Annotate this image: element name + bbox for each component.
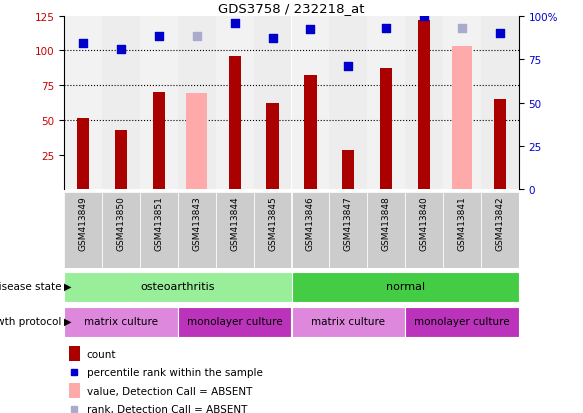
Text: GSM413848: GSM413848	[382, 196, 391, 250]
Bar	[69, 347, 80, 361]
Bar	[64, 192, 102, 268]
Bar	[64, 17, 102, 190]
Bar	[452, 47, 472, 190]
Text: GSM413840: GSM413840	[420, 196, 429, 250]
Bar	[329, 192, 367, 268]
Point	[192, 34, 202, 40]
Bar	[254, 17, 292, 190]
Bar	[69, 383, 80, 398]
Text: normal: normal	[385, 281, 425, 291]
Text: growth protocol: growth protocol	[0, 316, 61, 326]
Text: rank, Detection Call = ABSENT: rank, Detection Call = ABSENT	[87, 404, 247, 413]
Bar	[481, 192, 519, 268]
Title: GDS3758 / 232218_at: GDS3758 / 232218_at	[218, 2, 365, 15]
Bar	[102, 192, 140, 268]
Text: ▶: ▶	[64, 281, 71, 291]
Bar	[292, 192, 329, 268]
Bar	[64, 307, 178, 337]
Text: matrix culture: matrix culture	[311, 316, 385, 326]
Bar	[178, 192, 216, 268]
Bar	[405, 307, 519, 337]
Text: ▶: ▶	[64, 316, 71, 326]
Text: GSM413851: GSM413851	[154, 196, 163, 251]
Text: GSM413850: GSM413850	[117, 196, 125, 251]
Point	[268, 36, 277, 43]
Text: GSM413847: GSM413847	[344, 196, 353, 250]
Bar	[64, 272, 292, 302]
Bar	[292, 272, 519, 302]
Bar	[367, 17, 405, 190]
Text: monolayer culture: monolayer culture	[414, 316, 510, 326]
Bar	[178, 307, 292, 337]
Bar	[216, 192, 254, 268]
Text: osteoarthritis: osteoarthritis	[141, 281, 215, 291]
Bar	[140, 17, 178, 190]
Bar	[443, 17, 481, 190]
Bar	[187, 94, 207, 190]
Point	[343, 64, 353, 70]
Text: count: count	[87, 349, 117, 359]
Point	[419, 13, 429, 20]
Text: matrix culture: matrix culture	[84, 316, 158, 326]
Text: percentile rank within the sample: percentile rank within the sample	[87, 368, 263, 377]
Text: GSM413844: GSM413844	[230, 196, 239, 250]
Point	[305, 27, 315, 34]
Bar	[153, 93, 165, 190]
Text: GSM413849: GSM413849	[79, 196, 87, 250]
Bar	[292, 307, 405, 337]
Bar	[418, 21, 430, 190]
Bar	[367, 192, 405, 268]
Point	[116, 46, 125, 53]
Bar	[115, 131, 127, 190]
Bar	[178, 17, 216, 190]
Text: GSM413846: GSM413846	[306, 196, 315, 250]
Bar	[266, 104, 279, 190]
Bar	[254, 192, 292, 268]
Bar	[405, 17, 443, 190]
Bar	[229, 57, 241, 190]
Text: monolayer culture: monolayer culture	[187, 316, 283, 326]
Bar	[140, 192, 178, 268]
Bar	[304, 76, 317, 190]
Bar	[380, 69, 392, 190]
Bar	[405, 192, 443, 268]
Point	[381, 25, 391, 32]
Bar	[329, 17, 367, 190]
Bar	[494, 100, 506, 190]
Point	[230, 20, 239, 27]
Point	[457, 25, 466, 32]
Text: GSM413843: GSM413843	[192, 196, 201, 250]
Bar	[77, 119, 89, 190]
Text: disease state: disease state	[0, 281, 61, 291]
Text: GSM413845: GSM413845	[268, 196, 277, 250]
Bar	[102, 17, 140, 190]
Text: GSM413841: GSM413841	[458, 196, 466, 250]
Point	[495, 31, 504, 37]
Bar	[481, 17, 519, 190]
Point	[154, 34, 163, 40]
Bar	[216, 17, 254, 190]
Point	[78, 41, 87, 47]
Bar	[443, 192, 481, 268]
Bar	[342, 151, 354, 190]
Text: value, Detection Call = ABSENT: value, Detection Call = ABSENT	[87, 386, 252, 396]
Text: GSM413842: GSM413842	[496, 196, 504, 250]
Bar	[292, 17, 329, 190]
